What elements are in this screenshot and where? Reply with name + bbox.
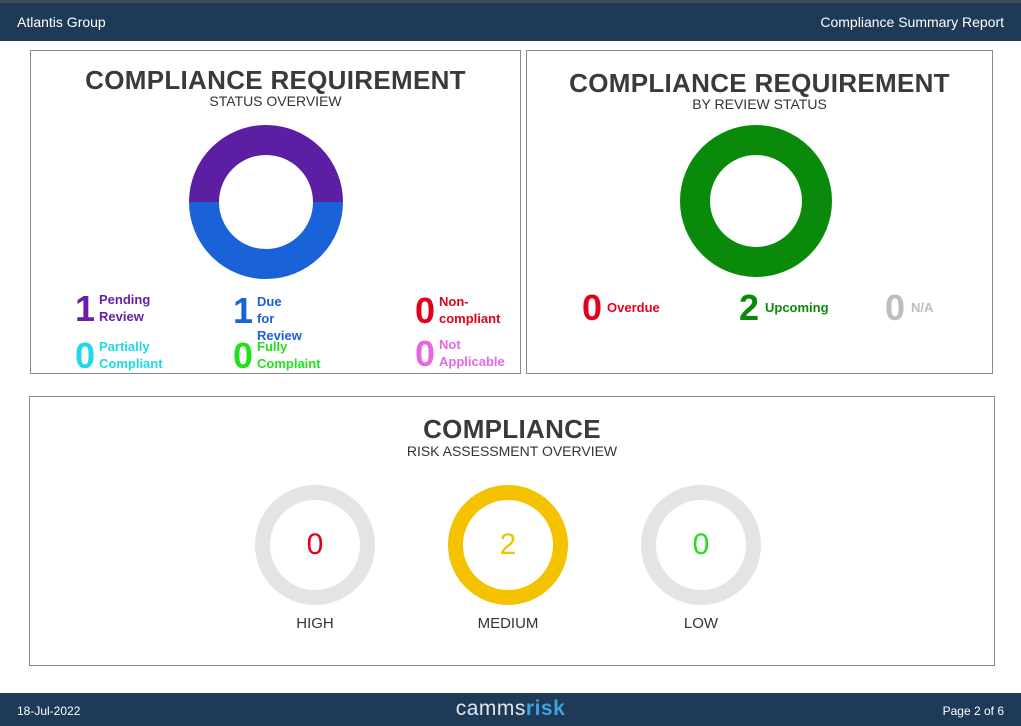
risk-ring-medium: 2 <box>448 485 568 605</box>
report-title: Compliance Summary Report <box>820 14 1004 30</box>
stat-count: 0 <box>885 287 906 328</box>
stat-label: Not Applicable <box>439 337 505 369</box>
risk-ring-high: 0 <box>255 485 375 605</box>
cammsrisk-logo: cammsrisk <box>455 697 566 720</box>
risk-count: 2 <box>499 528 517 561</box>
stat-label: Pending Review <box>99 292 151 324</box>
stat-label: Fully Complaint <box>257 339 321 371</box>
donut-slice <box>189 201 343 279</box>
stat-count: 0 <box>75 335 96 376</box>
page-number: Page 2 of 6 <box>942 704 1004 718</box>
status-donut-chart <box>189 125 343 279</box>
donut-slice <box>680 125 832 277</box>
review-status-panel: COMPLIANCE REQUIREMENT BY REVIEW STATUS … <box>526 50 993 374</box>
status-overview-title: COMPLIANCE REQUIREMENT <box>85 65 466 95</box>
risk-label: MEDIUM <box>477 615 539 632</box>
stat-count: 1 <box>233 290 254 331</box>
status-overview-subtitle: STATUS OVERVIEW <box>209 93 342 109</box>
report-header: Atlantis Group Compliance Summary Report <box>0 0 1021 41</box>
report-date: 18-Jul-2022 <box>17 704 81 718</box>
risk-label: HIGH <box>296 615 334 632</box>
risk-count: 0 <box>692 528 710 561</box>
donut-slice <box>189 125 343 203</box>
stat-label: Overdue <box>607 300 660 315</box>
report-footer: 18-Jul-2022 cammsrisk Page 2 of 6 <box>0 693 1021 726</box>
risk-overview-panel: COMPLIANCE RISK ASSESSMENT OVERVIEW 0 HI… <box>29 396 995 666</box>
stat-count: 0 <box>415 333 436 374</box>
stat-label: Non-compliant <box>439 294 501 326</box>
review-status-title: COMPLIANCE REQUIREMENT <box>569 68 950 98</box>
review-donut-chart <box>680 125 832 277</box>
organization-name: Atlantis Group <box>17 14 106 30</box>
stat-count: 0 <box>582 287 603 328</box>
stat-count: 2 <box>739 287 760 328</box>
risk-overview-title: COMPLIANCE <box>423 414 601 444</box>
stat-count: 0 <box>233 335 254 376</box>
stat-count: 0 <box>415 290 436 331</box>
review-status-subtitle: BY REVIEW STATUS <box>692 96 827 112</box>
risk-label: LOW <box>683 615 719 632</box>
risk-ring-low: 0 <box>641 485 761 605</box>
stat-count: 1 <box>75 288 96 329</box>
risk-count: 0 <box>306 528 324 561</box>
stat-label: Partially Compliant <box>99 339 163 371</box>
status-overview-panel: COMPLIANCE REQUIREMENT STATUS OVERVIEW 1… <box>30 50 521 376</box>
risk-overview-subtitle: RISK ASSESSMENT OVERVIEW <box>406 443 618 459</box>
stat-label: N/A <box>911 300 934 315</box>
stat-label: Upcoming <box>765 300 829 315</box>
stat-label: Due for Review <box>257 294 302 343</box>
